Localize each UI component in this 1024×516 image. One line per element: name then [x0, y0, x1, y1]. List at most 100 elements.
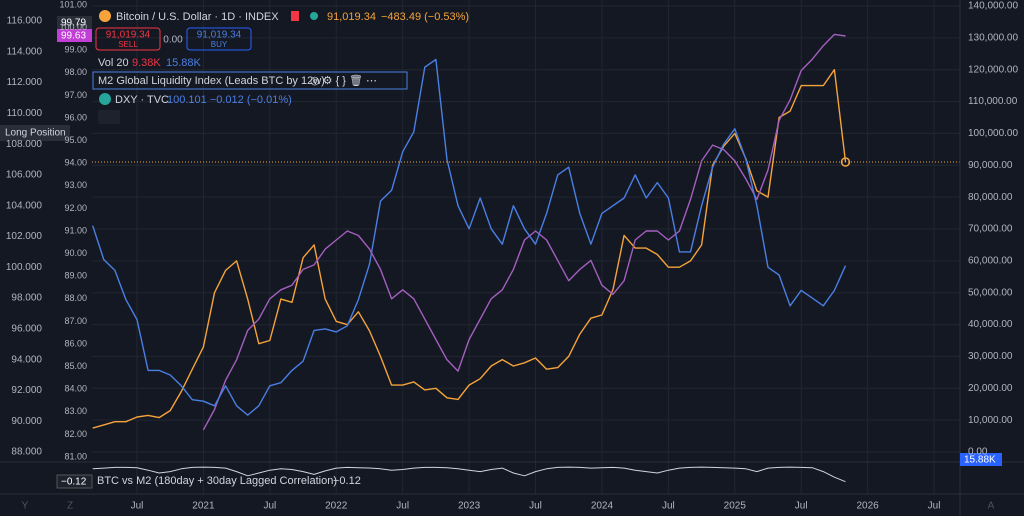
x-tick-label: 2023: [458, 501, 481, 512]
x-tick-label: 2026: [856, 501, 879, 512]
vol-a: 9.38K: [132, 57, 161, 69]
x-tick-label: Jul: [662, 501, 675, 512]
y3-tick-label: 82.00: [64, 429, 87, 439]
vol-label: Vol 20: [98, 57, 129, 69]
y2-tick-label: 110,000.00: [968, 96, 1018, 107]
y3-tick-label: 83.00: [64, 406, 87, 416]
plot: [92, 33, 851, 483]
buy-label: BUY: [211, 40, 228, 49]
change: −483.49 (−0.53%): [381, 11, 469, 23]
vol-b: 15.88K: [166, 57, 202, 69]
y2-tick-label: 70,000.00: [968, 224, 1013, 235]
vol-tag-text: 15.88K: [964, 455, 996, 466]
y2-tick-label: 130,000.00: [968, 32, 1018, 43]
y3-tick-label: 91.00: [64, 225, 87, 235]
long-position: Long Position: [5, 128, 66, 139]
x-tick-label: 2024: [591, 501, 614, 512]
x-tick-label: Jul: [263, 501, 276, 512]
y-tick-label: 114.000: [7, 46, 43, 57]
x-tick-label: 2025: [724, 501, 747, 512]
spread: 0.00: [163, 35, 183, 46]
dxy-icon: [99, 93, 111, 105]
series-line: [92, 466, 846, 483]
legend-tools[interactable]: ◎ ⚙ { } 🗑 ⋯: [310, 74, 377, 87]
tag-b-text: 99.63: [61, 31, 86, 42]
flag-icon: [291, 11, 299, 21]
legend-dxy[interactable]: DXY · TVC: [115, 94, 169, 106]
y3-tick-label: 90.00: [64, 248, 87, 258]
y3-tick-label: 87.00: [64, 316, 87, 326]
y-tick-label: 116.000: [7, 16, 43, 27]
y3-tick-label: 92.00: [64, 203, 87, 213]
series-line: [202, 33, 846, 431]
y3-tick-label: 101.00: [59, 0, 87, 9]
series-line: [92, 58, 847, 416]
y2-tick-label: 0.00: [968, 447, 988, 458]
legend-m2[interactable]: M2 Global Liquidity Index (Leads BTC by …: [98, 75, 325, 87]
y3-tick-label: 85.00: [64, 361, 87, 371]
collapse-button[interactable]: [98, 110, 120, 124]
tag-a: [57, 16, 92, 29]
y3-tick-label: 99.00: [64, 45, 87, 55]
x-tick-label: Jul: [928, 501, 941, 512]
y3-tick-label: 93.00: [64, 180, 87, 190]
sell-price: 91,019.34: [106, 30, 151, 41]
y3-tick-label: 96.00: [64, 112, 87, 122]
y-tick-label: 112.000: [7, 77, 43, 88]
y-tick-label: 102.000: [6, 231, 43, 242]
last-price-marker: [840, 157, 851, 167]
y2-tick-label: 40,000.00: [968, 319, 1013, 330]
y-tick-label: 110.000: [7, 108, 43, 119]
y-tick-label: 90.000: [11, 416, 42, 427]
x-tick-label: Jul: [529, 501, 542, 512]
grid: [92, 0, 960, 494]
dxy-quote: 100.101 −0.012 (−0.01%): [167, 94, 292, 106]
buy-price: 91,019.34: [197, 30, 242, 41]
y-tick-label: 88.000: [11, 447, 42, 458]
y-tick-label: 94.000: [11, 354, 42, 365]
y3-tick-label: 81.00: [64, 451, 87, 461]
status-dot: [310, 12, 318, 20]
y-tick-label: 104.000: [6, 200, 43, 211]
sell-label: SELL: [118, 40, 138, 49]
corr-box: [56, 474, 93, 489]
y2-tick-label: 50,000.00: [968, 287, 1013, 298]
sell-button[interactable]: [95, 27, 161, 51]
price: 91,019.34: [327, 11, 376, 23]
y-tick-label: 108.000: [6, 139, 43, 150]
m2-legend-box[interactable]: [92, 71, 408, 90]
y2-tick-label: 140,000.00: [968, 1, 1018, 12]
long-position-tag[interactable]: [0, 125, 70, 141]
y2-tick-label: 100,000.00: [968, 128, 1018, 139]
y-tick-label: 100.000: [6, 262, 43, 273]
x-tick-label: 2021: [192, 501, 215, 512]
y3-tick-label: 94.00: [64, 158, 87, 168]
y2-tick-label: 80,000.00: [968, 192, 1013, 203]
corr-box-text: −0.12: [61, 477, 87, 488]
x-tick-label: 2022: [325, 501, 348, 512]
y2-tick-label: 30,000.00: [968, 351, 1013, 362]
y3-tick-label: 84.00: [64, 384, 87, 394]
tag-b: [57, 29, 92, 42]
x-tick-label: Jul: [396, 501, 409, 512]
vol-tag: [960, 453, 1002, 466]
nav-z[interactable]: Z: [67, 501, 73, 512]
nav-a[interactable]: A: [988, 501, 995, 512]
y3-tick-label: 95.00: [64, 135, 87, 145]
y2-tick-label: 10,000.00: [968, 415, 1013, 426]
y-tick-label: 106.000: [6, 170, 43, 181]
x-tick-label: Jul: [131, 501, 144, 512]
y-tick-label: 92.000: [11, 385, 42, 396]
y3-tick-label: 100.00: [59, 22, 87, 32]
nav-y[interactable]: Y: [22, 501, 29, 512]
y3-tick-label: 98.00: [64, 67, 87, 77]
buy-button[interactable]: [186, 27, 252, 51]
corr-legend: BTC vs M2 (180day + 30day Lagged Correla…: [97, 475, 337, 487]
y-tick-label: 98.000: [11, 293, 42, 304]
legend-btc[interactable]: Bitcoin / U.S. Dollar · 1D · INDEX: [116, 11, 279, 23]
x-tick-label: Jul: [795, 501, 808, 512]
y3-tick-label: 86.00: [64, 338, 87, 348]
